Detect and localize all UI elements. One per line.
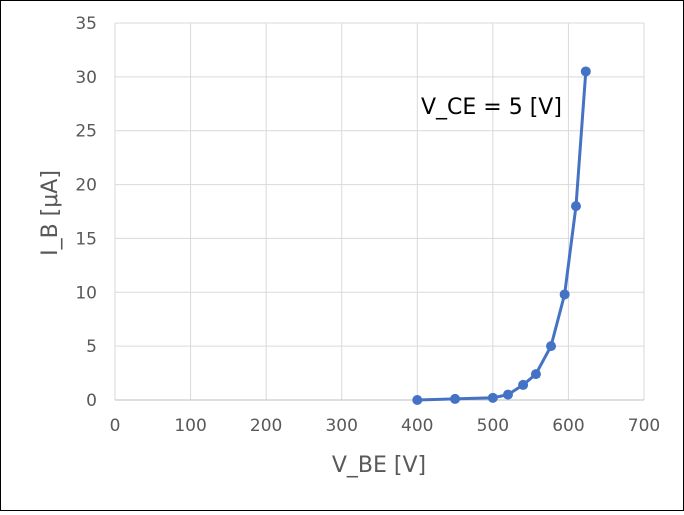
data-point — [412, 395, 423, 405]
series-layer — [412, 66, 591, 405]
data-point — [487, 392, 498, 403]
x-tick-label: 600 — [552, 416, 584, 436]
x-tick-label: 300 — [325, 416, 357, 436]
x-axis-label: V_BE [V] — [332, 453, 426, 478]
y-tick-label: 0 — [86, 391, 97, 411]
y-tick-label: 5 — [86, 337, 97, 357]
data-point — [559, 289, 570, 300]
x-tick-label: 200 — [250, 416, 282, 436]
y-tick-labels: 0 5 10 15 20 25 30 35 — [75, 14, 97, 411]
y-tick-label: 20 — [75, 176, 97, 196]
grid-layer — [114, 22, 645, 401]
y-tick-label: 30 — [75, 68, 97, 88]
y-tick-label: 10 — [75, 283, 97, 303]
x-tick-label: 500 — [477, 416, 509, 436]
y-tick-label: 35 — [75, 14, 97, 34]
x-tick-label: 400 — [401, 416, 433, 436]
data-point — [518, 379, 529, 390]
data-point — [580, 66, 591, 77]
data-point — [530, 369, 541, 380]
data-point — [570, 201, 581, 212]
annotation-label: V_CE = 5 [V] — [421, 95, 562, 120]
x-tick-label: 700 — [628, 416, 660, 436]
y-tick-label: 25 — [75, 122, 97, 142]
x-tick-labels: 0 100 200 300 400 500 600 700 — [110, 416, 661, 436]
x-tick-label: 0 — [110, 416, 121, 436]
x-tick-label: 100 — [174, 416, 206, 436]
series-line — [417, 71, 588, 402]
data-point — [450, 393, 461, 404]
y-axis-label: I_B [μA] — [38, 170, 63, 256]
data-point — [502, 389, 513, 400]
data-point — [546, 341, 557, 352]
y-tick-label: 15 — [75, 229, 97, 249]
